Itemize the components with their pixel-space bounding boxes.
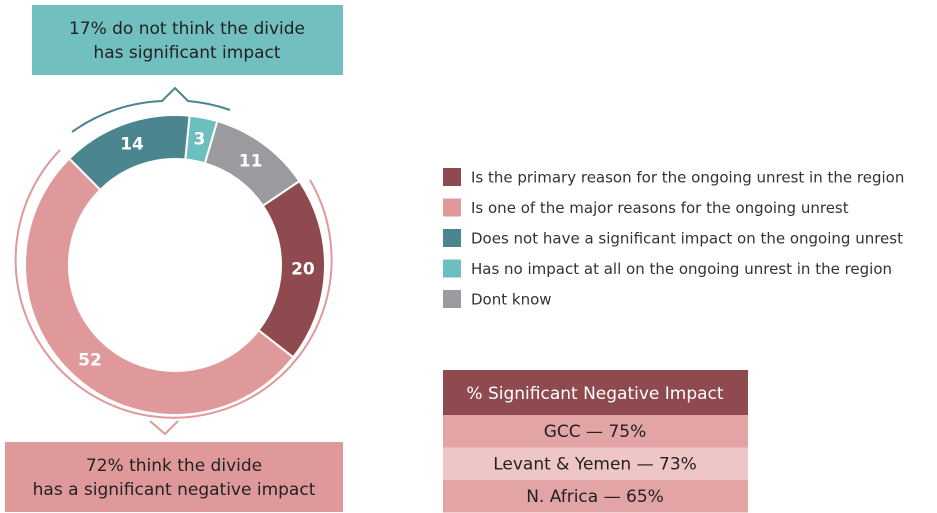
- legend-swatch: [443, 290, 461, 308]
- legend-label: Is one of the major reasons for the ongo…: [471, 199, 849, 217]
- table-cell: N. Africa — 65%: [526, 487, 664, 507]
- table-row: [443, 447, 748, 480]
- legend-swatch: [443, 168, 461, 186]
- legend-label: Has no impact at all on the ongoing unre…: [471, 260, 892, 278]
- donut-slice: [24, 157, 295, 416]
- table-row: [443, 415, 748, 448]
- legend-swatch: [443, 229, 461, 247]
- table-header-text: % Significant Negative Impact: [466, 384, 724, 404]
- donut-slice: [203, 119, 301, 208]
- table-row: [443, 480, 748, 513]
- table-cell: GCC — 75%: [544, 422, 647, 442]
- annotation-box: [5, 442, 343, 512]
- annotation: has significant impact: [93, 43, 280, 63]
- bracket-notch: [149, 420, 179, 436]
- data-label: 11: [239, 152, 263, 172]
- annotation: 17% do not think the divide: [69, 19, 305, 39]
- data-label: 14: [120, 134, 144, 154]
- legend-label: Is the primary reason for the ongoing un…: [471, 169, 904, 187]
- legend-swatch: [443, 259, 461, 278]
- legend-label: Dont know: [471, 291, 552, 309]
- legend-label: Does not have a significant impact on th…: [471, 230, 903, 248]
- bracket: [14, 149, 333, 419]
- annotation: has a significant negative impact: [33, 480, 316, 500]
- table-cell: Levant & Yemen — 73%: [493, 455, 697, 475]
- annotation: 72% think the divide: [86, 456, 262, 476]
- data-label: 52: [78, 351, 102, 371]
- legend-swatch: [443, 198, 461, 217]
- bracket: [71, 86, 231, 133]
- table-header: [443, 370, 748, 415]
- annotation-box: [32, 5, 343, 75]
- data-label: 3: [194, 129, 206, 149]
- data-label: 20: [291, 259, 315, 279]
